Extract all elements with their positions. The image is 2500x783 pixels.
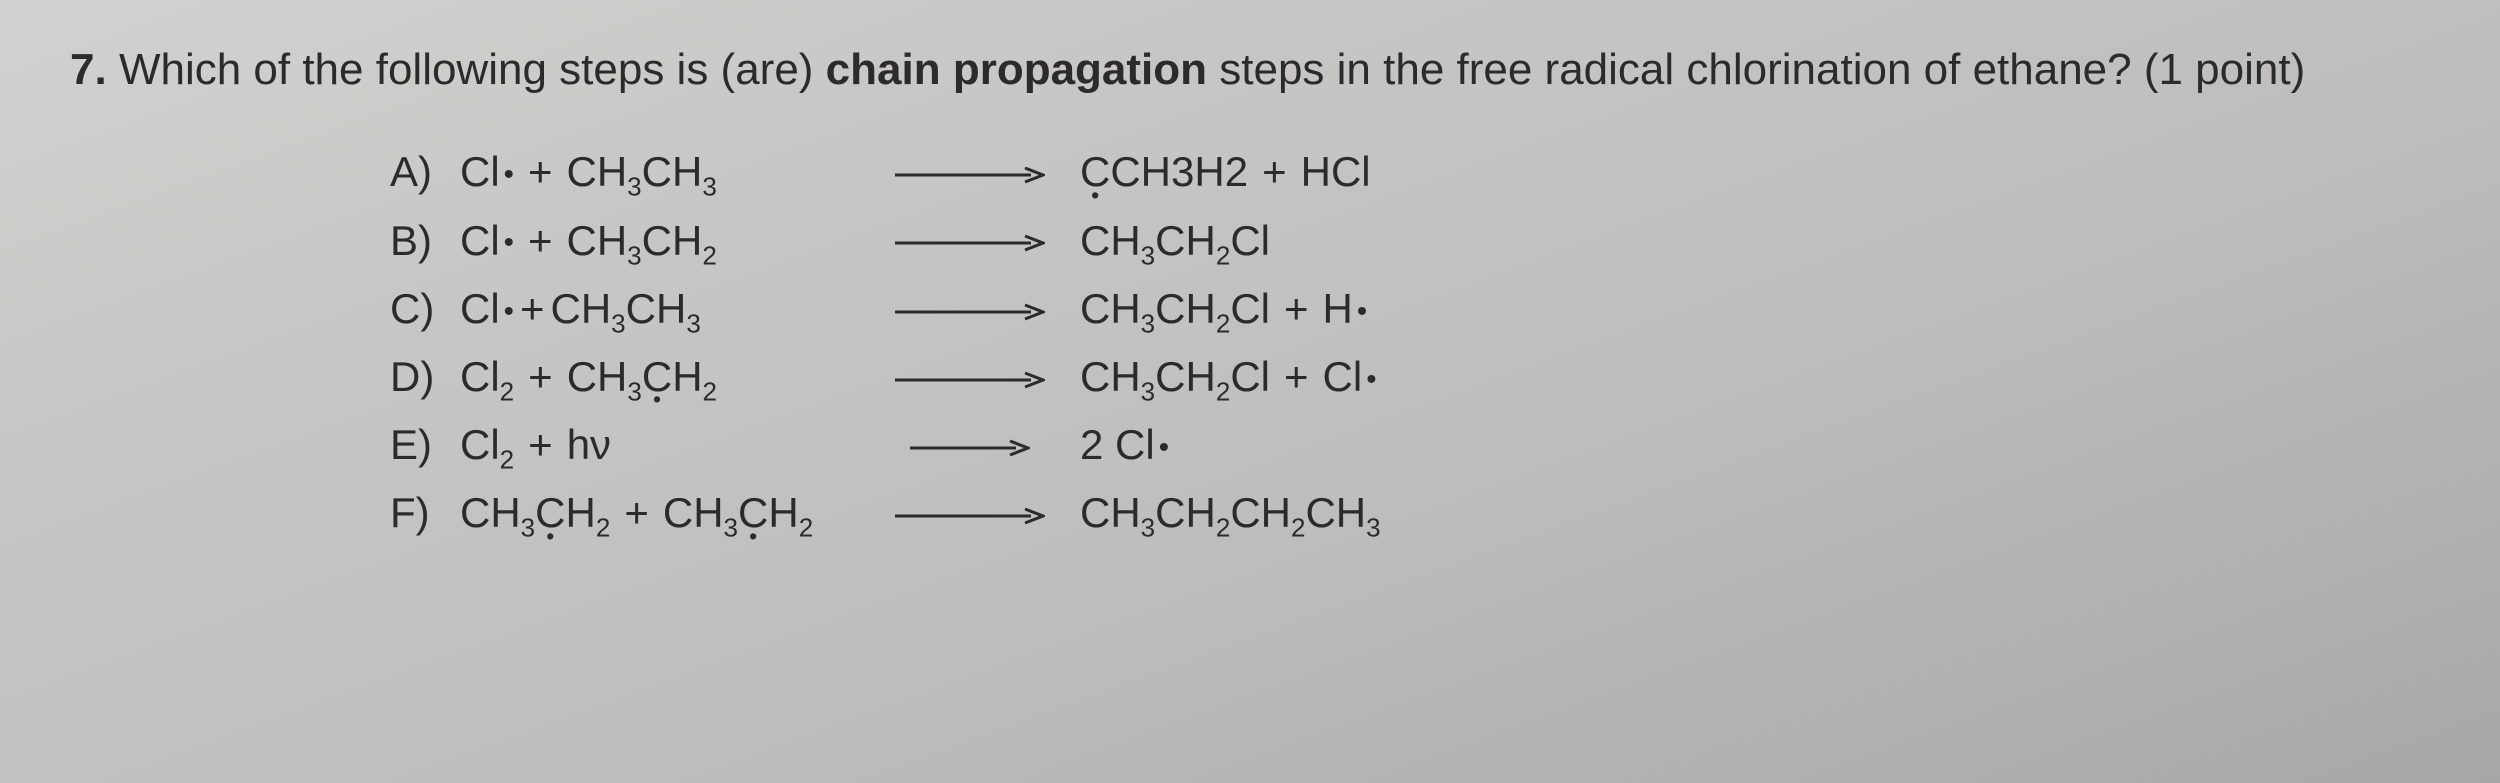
formula-fragment: H2 [1194,149,1248,195]
formula-fragment: CCH3 [1080,149,1194,195]
radical-atom: C [1080,149,1110,195]
formula-fragment: 2 Cl• [1080,422,1169,468]
formula-fragment: CH2 [642,218,717,264]
reaction-rhs: CCH3H2 + HCl [1080,149,1371,195]
plus-sign: + [528,422,553,468]
plus-sign: + [528,354,553,400]
formula-fragment: CH3 [567,149,642,195]
plus-sign: + [520,286,545,332]
reaction-lhs: Cl•+CH3CH3 [460,286,880,332]
option-label: E) [390,422,460,468]
option-row: A)Cl• + CH3CH3 CCH3H2 + HCl [390,149,2430,195]
option-label: D) [390,354,460,400]
formula-fragment: CH3 [1080,490,1155,536]
formula-fragment: Cl• [460,218,514,264]
reaction-arrow-icon [880,286,1060,332]
formula-fragment: Cl [1230,218,1270,264]
reaction-rhs: CH3CH2Cl + H• [1080,286,1367,332]
radical-dot: • [504,158,514,191]
formula-fragment: C [535,490,565,536]
formula-fragment: Cl [1230,286,1270,332]
reaction-lhs: Cl2 + CH3CH2 [460,354,880,400]
formula-fragment: CH3 [567,354,642,400]
reaction-lhs: Cl• + CH3CH2 [460,218,880,264]
formula-fragment: CH3 [567,218,642,264]
radical-atom: C [738,490,768,536]
formula-fragment: CH2 [1155,218,1230,264]
reaction-rhs: CH3CH2Cl + Cl• [1080,354,1376,400]
formula-fragment: Cl [1230,354,1270,400]
formula-fragment: CH2 [1155,286,1230,332]
radical-dot: • [504,295,514,328]
reaction-rhs: 2 Cl• [1080,422,1169,468]
option-label: B) [390,218,460,264]
formula-fragment: hν [567,422,611,468]
formula-fragment: CH2 [1155,354,1230,400]
reaction-arrow-icon [880,218,1060,264]
formula-fragment: C [738,490,768,536]
option-row: D)Cl2+CH3CH2 CH3CH2Cl+Cl• [390,354,2430,400]
stem-before: Which of the following steps is (are) [119,45,826,94]
plus-sign: + [528,218,553,264]
plus-sign: + [528,149,553,195]
formula-fragment: H2 [768,490,813,536]
reaction-rhs: CH3CH2Cl [1080,218,1270,264]
formula-fragment: CH3 [1080,218,1155,264]
plus-sign: + [624,490,649,536]
formula-fragment: CH3 [1080,354,1155,400]
options-list: A)Cl•+CH3CH3 CCH3H2+HClB)Cl•+CH3CH2 CH3C… [390,149,2430,536]
formula-fragment: CH3 [663,490,738,536]
radical-dot: • [1357,295,1367,328]
formula-fragment: Cl2 [460,422,514,468]
plus-sign: + [1284,354,1309,400]
formula-fragment: CH3 [551,286,626,332]
stem-after: steps in the free radical chlorination o… [1207,45,2305,94]
formula-fragment: CH2 [1230,490,1305,536]
reaction-lhs: Cl• + CH3CH3 [460,149,880,195]
question-number: 7. [70,45,107,94]
question-page: 7. Which of the following steps is (are)… [0,0,2500,599]
formula-fragment: Cl• [460,149,514,195]
option-label: F) [390,490,460,536]
option-row: E)Cl2 + hν 2 Cl• [390,422,2430,468]
radical-atom: C [535,490,565,536]
stem-bold: chain propagation [826,45,1207,94]
formula-fragment: C [642,354,672,400]
reaction-lhs: CH3CH2+CH3CH2 [460,490,880,536]
option-label: A) [390,149,460,195]
reaction-lhs: Cl2 + hν [460,422,880,468]
formula-fragment: CH3 [1080,286,1155,332]
formula-fragment: CH3 [642,149,717,195]
reaction-arrow-icon [880,490,1060,536]
radical-dot: • [1159,431,1169,464]
radical-dot: • [1366,363,1376,396]
reaction-arrow-icon [880,149,1060,195]
formula-fragment: Cl• [1323,354,1377,400]
formula-fragment: CH3 [626,286,701,332]
option-row: C)Cl•+CH3CH3 CH3CH2Cl+H• [390,286,2430,332]
formula-fragment: CH3 [460,490,535,536]
reaction-arrow-icon [880,354,1060,400]
plus-sign: + [1262,149,1287,195]
plus-sign: + [1284,286,1309,332]
formula-fragment: H2 [566,490,611,536]
formula-fragment: Cl2 [460,354,514,400]
option-row: F)CH3CH2+CH3CH2 CH3CH2CH2CH3 [390,490,2430,536]
formula-fragment: CH2 [1155,490,1230,536]
option-row: B)Cl•+CH3CH2 CH3CH2Cl [390,218,2430,264]
radical-dot: • [504,226,514,259]
question-stem: 7. Which of the following steps is (are)… [70,40,2430,99]
formula-fragment: H• [1323,286,1368,332]
formula-fragment: HCl [1301,149,1371,195]
reaction-rhs: CH3CH2CH2CH3 [1080,490,1381,536]
formula-fragment: CH3 [1305,490,1380,536]
formula-fragment: H2 [672,354,717,400]
option-label: C) [390,286,460,332]
reaction-arrow-icon [880,422,1060,468]
radical-atom: C [642,354,672,400]
formula-fragment: Cl• [460,286,514,332]
